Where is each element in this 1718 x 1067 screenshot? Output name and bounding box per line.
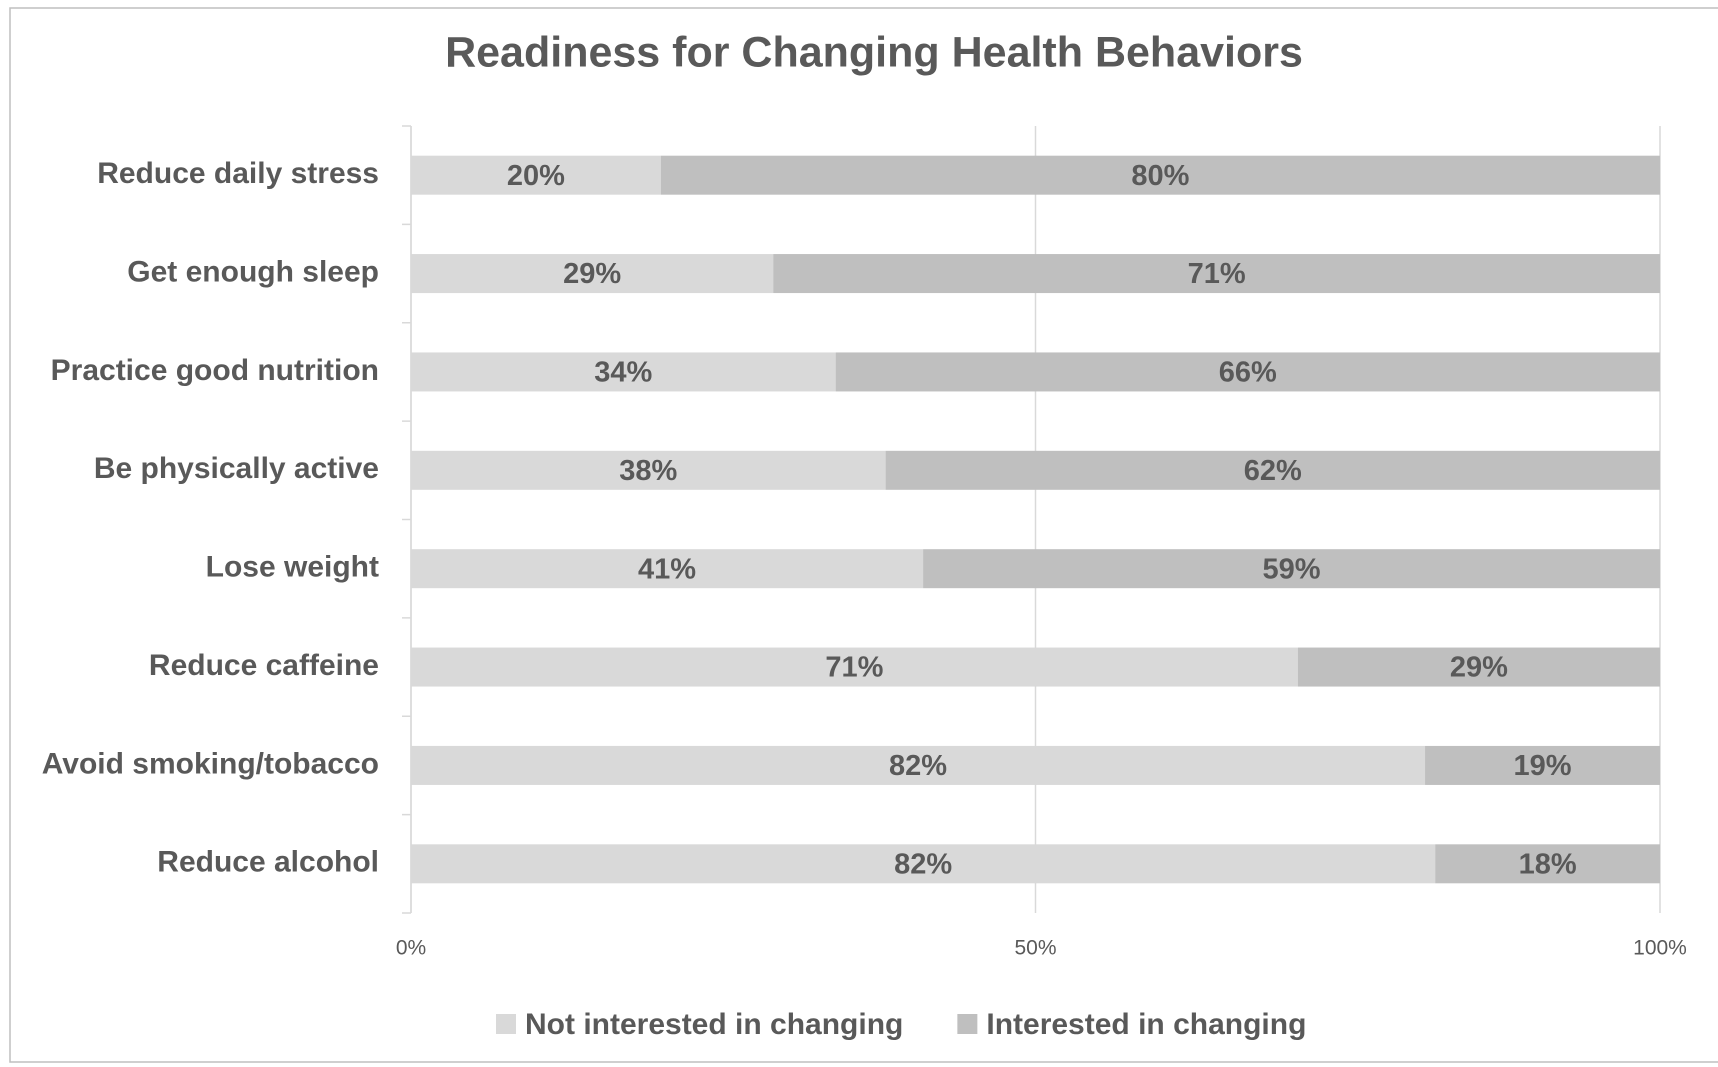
data-label: 38% [619,455,677,487]
data-label: 29% [563,258,621,290]
data-label: 59% [1263,553,1321,585]
bar [660,155,1660,195]
x-tick-label: 100% [1633,937,1687,960]
chart-title: Readiness for Changing Health Behaviors [445,28,1303,76]
data-label: 66% [1219,357,1277,389]
bar [835,352,1660,392]
legend-label: Interested in changing [986,1008,1306,1041]
bar [411,647,1298,687]
bar [773,254,1660,294]
bar [411,352,836,392]
bar [885,450,1660,490]
bar [411,844,1436,884]
data-label: 82% [894,848,952,880]
data-label: 62% [1244,455,1302,487]
data-label: 18% [1519,848,1577,880]
bar [411,745,1426,785]
bar [411,155,661,195]
data-label: 80% [1131,160,1189,192]
legend-swatch [496,1014,516,1034]
y-tick-label: Lose weight [206,551,379,584]
bar [411,549,924,589]
x-tick-label: 50% [1014,937,1056,960]
y-tick-label: Reduce daily stress [97,157,379,190]
bar [411,450,886,490]
bar [923,549,1660,589]
y-tick-label: Reduce alcohol [157,846,379,879]
bar [411,254,774,294]
bar [1297,647,1660,687]
legend-label: Not interested in changing [525,1008,903,1041]
y-tick-label: Get enough sleep [127,255,379,288]
data-label: 82% [889,750,947,782]
bar [1435,844,1660,884]
bar [1425,745,1660,785]
data-label: 71% [825,652,883,684]
data-label: 29% [1450,652,1508,684]
y-tick-label: Practice good nutrition [51,354,379,387]
data-label: 34% [594,357,652,389]
data-label: 41% [638,553,696,585]
data-label: 19% [1513,750,1571,782]
data-label: 20% [507,160,565,192]
data-label: 71% [1188,258,1246,290]
y-tick-label: Avoid smoking/tobacco [42,747,379,780]
x-tick-label: 0% [396,937,426,960]
y-tick-label: Reduce caffeine [149,649,379,682]
y-tick-label: Be physically active [94,452,379,485]
legend-swatch [957,1014,978,1034]
